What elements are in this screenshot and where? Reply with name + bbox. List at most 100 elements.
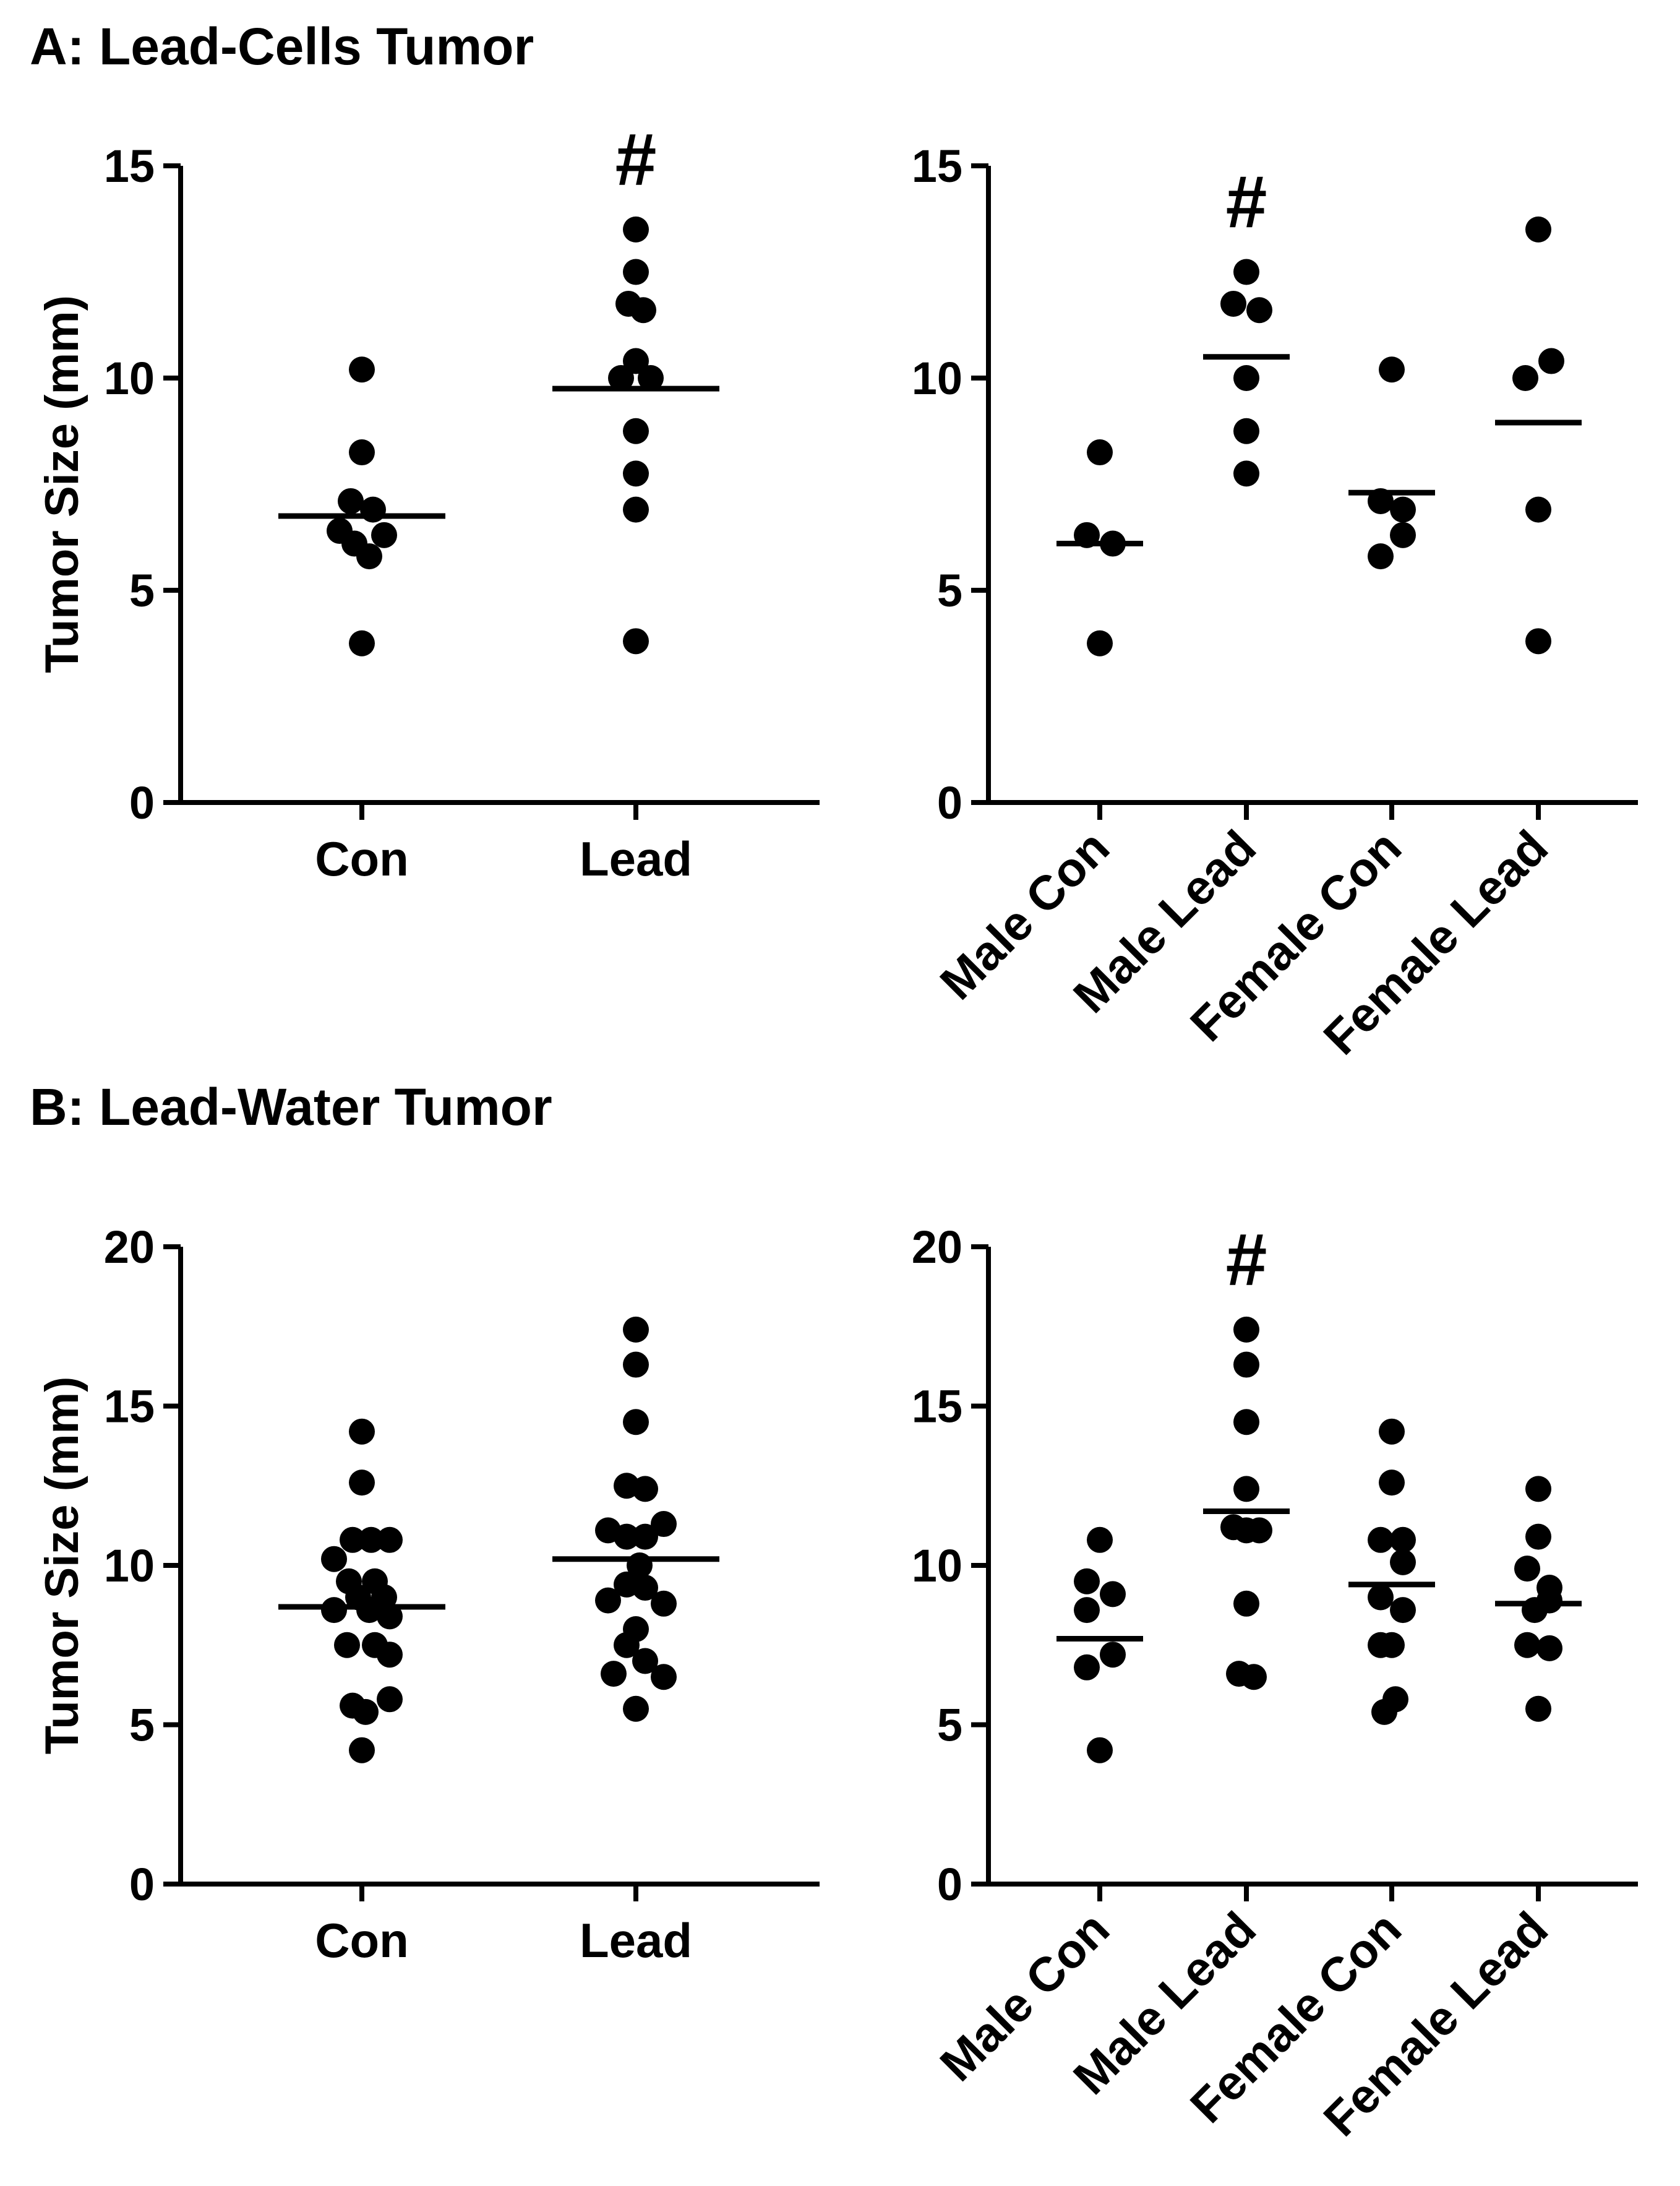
y-tick-label: 20 — [912, 1221, 962, 1273]
data-point — [1536, 1635, 1562, 1661]
data-point — [1379, 1470, 1405, 1496]
section-a-title: A: Lead-Cells Tumor — [30, 17, 534, 75]
data-point — [334, 1632, 360, 1658]
data-point — [356, 543, 382, 570]
group-male-con — [1056, 1526, 1143, 1763]
data-point — [651, 1590, 677, 1617]
data-point — [623, 460, 649, 487]
data-point — [1233, 1351, 1259, 1378]
data-point — [1074, 1597, 1100, 1624]
data-point — [321, 1597, 347, 1624]
y-tick-label: 15 — [912, 140, 962, 192]
y-tick-label: 0 — [129, 1859, 155, 1910]
data-point — [623, 628, 649, 655]
data-point — [630, 297, 656, 324]
data-point — [1233, 1316, 1259, 1343]
y-axis-title: Tumor Size (mm) — [36, 295, 88, 673]
data-point — [651, 1511, 677, 1538]
data-point — [1371, 1698, 1397, 1725]
data-point — [632, 1575, 658, 1601]
data-point — [1233, 418, 1259, 444]
data-point — [638, 365, 664, 391]
data-point — [1233, 365, 1259, 391]
y-tick-label: 5 — [937, 1700, 962, 1751]
data-point — [1233, 259, 1259, 285]
data-point — [1233, 1476, 1259, 1502]
data-point — [623, 496, 649, 523]
y-tick-label: 10 — [104, 353, 155, 404]
data-point — [623, 1316, 649, 1343]
data-point — [377, 1603, 403, 1630]
y-tick-label: 15 — [104, 1381, 155, 1432]
data-point — [1233, 460, 1259, 487]
data-point — [371, 522, 397, 548]
significance-marker: # — [615, 118, 657, 201]
data-point — [632, 1523, 658, 1550]
data-point — [349, 630, 375, 656]
group-female-con — [1348, 356, 1435, 570]
group-lead — [552, 1316, 719, 1722]
y-tick-label: 0 — [937, 1859, 962, 1910]
group-lead: # — [552, 118, 719, 655]
data-point — [651, 1664, 677, 1690]
x-category-label: Lead — [580, 832, 692, 886]
data-point — [623, 1695, 649, 1722]
data-point — [1220, 290, 1246, 317]
y-tick-label: 5 — [937, 565, 962, 616]
data-point — [1390, 522, 1416, 548]
data-point — [614, 1632, 640, 1658]
data-point — [1514, 1632, 1540, 1658]
x-category-label: Lead — [580, 1913, 692, 1968]
data-point — [340, 1526, 366, 1553]
y-tick-label: 5 — [129, 1700, 155, 1751]
data-point — [1525, 628, 1551, 655]
data-point — [1514, 1556, 1540, 1582]
data-point — [1100, 1642, 1126, 1668]
data-point — [623, 259, 649, 285]
chart-a-left: 0 5 10 15 Tumor Size (mm) Con Lead # — [36, 118, 820, 886]
x-category-label: Con — [315, 832, 409, 886]
data-point — [595, 1587, 621, 1614]
data-point — [1525, 496, 1551, 523]
data-point — [623, 1409, 649, 1435]
data-point — [349, 1418, 375, 1445]
data-point — [623, 1351, 649, 1378]
data-point — [1525, 216, 1551, 243]
data-point — [1390, 496, 1416, 523]
data-point — [1525, 1523, 1551, 1550]
y-tick-label: 0 — [129, 777, 155, 828]
data-point — [1087, 1526, 1113, 1553]
data-point — [1525, 1476, 1551, 1502]
data-point — [349, 1470, 375, 1496]
y-tick-label: 10 — [912, 1540, 962, 1591]
data-point — [349, 1737, 375, 1763]
y-tick-label: 10 — [912, 353, 962, 404]
data-point — [1074, 1654, 1100, 1680]
data-point — [321, 1546, 347, 1572]
group-con — [278, 356, 445, 656]
data-point — [349, 439, 375, 466]
group-male-con — [1056, 439, 1143, 656]
group-female-lead — [1495, 216, 1582, 655]
y-tick-label: 5 — [129, 565, 155, 616]
y-tick-label: 10 — [104, 1540, 155, 1591]
data-point — [614, 1523, 640, 1550]
group-con — [278, 1418, 445, 1763]
group-male-lead: # — [1203, 1218, 1290, 1690]
data-point — [1087, 630, 1113, 656]
data-point — [1368, 1632, 1394, 1658]
data-point — [1233, 1590, 1259, 1617]
data-point — [377, 1526, 403, 1553]
data-point — [623, 216, 649, 243]
data-point — [601, 1661, 627, 1687]
y-tick-label: 15 — [912, 1381, 962, 1432]
group-female-con — [1348, 1418, 1435, 1725]
data-point — [1379, 356, 1405, 383]
x-category-label: Con — [315, 1913, 409, 1968]
data-point — [623, 418, 649, 444]
significance-marker: # — [1226, 161, 1267, 244]
data-point — [1100, 1581, 1126, 1607]
group-female-lead — [1495, 1476, 1582, 1722]
